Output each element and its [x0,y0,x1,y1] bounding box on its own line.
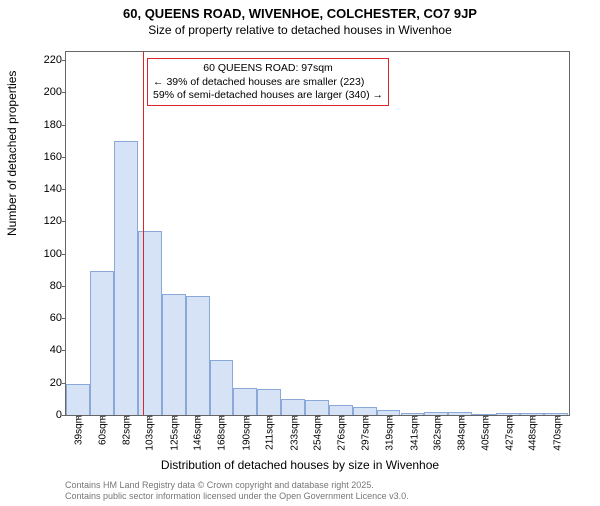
x-tick-mark [414,415,415,419]
annotation-line: ← 39% of detached houses are smaller (22… [153,76,383,89]
x-tick-label: 276sqm [335,415,348,451]
x-tick-label: 254sqm [310,415,323,451]
x-tick-mark [437,415,438,419]
chart-title-main: 60, QUEENS ROAD, WIVENHOE, COLCHESTER, C… [0,6,600,21]
x-tick-label: 384sqm [455,415,468,451]
x-tick-label: 341sqm [407,415,420,451]
y-tick-mark [62,221,66,222]
x-tick-label: 427sqm [503,415,516,451]
x-tick-label: 190sqm [239,415,252,451]
annotation-line: 59% of semi-detached houses are larger (… [153,89,383,102]
x-tick-label: 362sqm [430,415,443,451]
y-tick-mark [62,415,66,416]
chart-plot-area: 02040608010012014016018020022039sqm60sqm… [65,51,570,416]
x-tick-mark [78,415,79,419]
x-tick-mark [174,415,175,419]
histogram-bar [401,413,425,415]
histogram-bar [162,294,186,415]
histogram-bar [114,141,138,415]
x-tick-label: 60sqm [95,415,108,445]
chart-title-sub: Size of property relative to detached ho… [0,23,600,37]
y-tick-mark [62,350,66,351]
annotation-box: 60 QUEENS ROAD: 97sqm← 39% of detached h… [147,58,389,105]
histogram-bar [90,271,114,415]
histogram-bar [66,384,90,415]
x-tick-label: 168sqm [215,415,228,451]
y-tick-mark [62,318,66,319]
x-tick-mark [461,415,462,419]
histogram-bar [544,413,568,415]
x-tick-label: 470sqm [550,415,563,451]
x-tick-mark [557,415,558,419]
histogram-bar [186,296,210,415]
histogram-bar [520,413,544,415]
histogram-bar [138,231,162,415]
x-tick-mark [485,415,486,419]
y-tick-mark [62,157,66,158]
x-tick-mark [102,415,103,419]
x-tick-mark [221,415,222,419]
chart-footer: Contains HM Land Registry data © Crown c… [65,480,409,502]
y-tick-mark [62,60,66,61]
x-tick-mark [294,415,295,419]
y-tick-mark [62,286,66,287]
y-tick-mark [62,254,66,255]
x-tick-mark [532,415,533,419]
y-tick-mark [62,125,66,126]
footer-line-1: Contains HM Land Registry data © Crown c… [65,480,409,491]
x-tick-label: 82sqm [119,415,132,445]
x-axis-label: Distribution of detached houses by size … [0,458,600,472]
x-tick-mark [317,415,318,419]
histogram-bar [472,414,496,415]
histogram-bar [257,389,281,415]
x-tick-mark [246,415,247,419]
annotation-line: 60 QUEENS ROAD: 97sqm [153,62,383,75]
x-tick-label: 405sqm [478,415,491,451]
x-tick-label: 39sqm [72,415,85,445]
x-tick-mark [389,415,390,419]
x-tick-mark [509,415,510,419]
x-tick-label: 448sqm [526,415,539,451]
histogram-bar [210,360,234,415]
histogram-bar [448,412,472,415]
histogram-bar [233,388,257,415]
y-tick-mark [62,92,66,93]
x-tick-label: 103sqm [143,415,156,451]
x-tick-mark [126,415,127,419]
x-tick-label: 297sqm [358,415,371,451]
x-tick-label: 211sqm [263,415,276,450]
histogram-bar [424,412,448,415]
x-tick-label: 146sqm [191,415,204,451]
x-tick-label: 319sqm [383,415,396,451]
histogram-bar [353,407,377,415]
x-tick-mark [269,415,270,419]
y-tick-mark [62,189,66,190]
histogram-bar [329,405,353,415]
footer-line-2: Contains public sector information licen… [65,491,409,502]
y-axis-label: Number of detached properties [5,71,19,236]
x-tick-mark [365,415,366,419]
reference-vline [143,52,144,415]
histogram-bar [281,399,305,415]
x-tick-label: 125sqm [167,415,180,451]
x-tick-mark [341,415,342,419]
x-tick-mark [197,415,198,419]
histogram-bar [377,410,401,415]
histogram-bar [496,413,520,415]
histogram-bar [305,400,329,415]
x-tick-mark [149,415,150,419]
x-tick-label: 233sqm [287,415,300,451]
